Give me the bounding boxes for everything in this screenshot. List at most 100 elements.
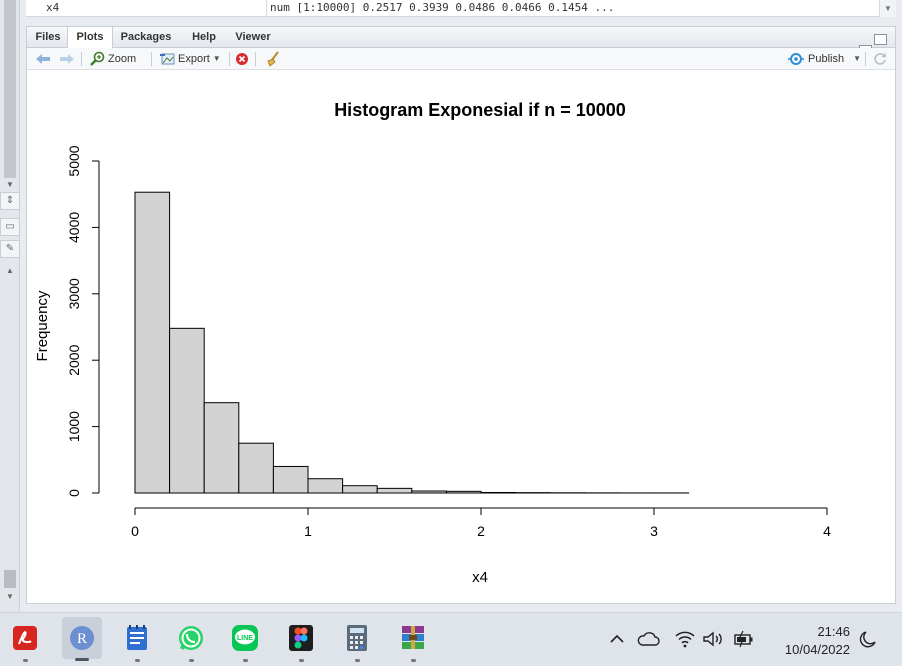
taskbar-app-calculator[interactable] bbox=[340, 621, 374, 662]
histogram-bar bbox=[307, 478, 344, 494]
y-tick-label: 1000 bbox=[66, 411, 82, 442]
export-dropdown-icon: ▼ bbox=[212, 54, 221, 63]
scroll-down-arrow-icon-lower[interactable]: ▼ bbox=[6, 592, 14, 601]
x-tick-label: 2 bbox=[477, 523, 485, 539]
figma-icon bbox=[289, 625, 313, 651]
y-tick-label: 3000 bbox=[66, 278, 82, 309]
speaker-icon bbox=[703, 631, 722, 647]
battery-charging-icon bbox=[734, 630, 753, 648]
taskbar-app-winrar[interactable] bbox=[396, 621, 430, 662]
left-pane-strip: ▼ ⇕ ▭ ✎ ▲ ▼ bbox=[0, 0, 20, 612]
y-tick-label: 2000 bbox=[66, 344, 82, 375]
clear-all-plots-button[interactable] bbox=[265, 48, 281, 70]
y-tick-label: 5000 bbox=[66, 145, 82, 176]
y-tick-label: 0 bbox=[66, 489, 82, 497]
notepad-icon bbox=[127, 625, 147, 650]
onedrive-tray[interactable] bbox=[636, 627, 660, 651]
scroll-down-arrow-icon[interactable]: ▼ bbox=[6, 180, 14, 189]
pane-collapse-icon[interactable]: ✎ bbox=[0, 240, 20, 258]
environment-row[interactable]: x4 num [1:10000] 0.2517 0.3939 0.0486 0.… bbox=[26, 0, 896, 17]
forward-arrow-icon[interactable] bbox=[59, 48, 75, 70]
tab-plots[interactable]: Plots bbox=[67, 27, 113, 49]
moon-icon bbox=[859, 631, 876, 648]
refresh-plot-button[interactable] bbox=[873, 48, 887, 70]
histogram-bar bbox=[445, 490, 482, 494]
env-scroll-arrow-icon[interactable]: ▼ bbox=[879, 0, 896, 17]
export-image-icon bbox=[160, 53, 175, 65]
export-label: Export bbox=[178, 53, 210, 65]
histogram-bar bbox=[342, 485, 378, 494]
histogram-bar bbox=[134, 191, 171, 494]
taskbar-app-whatsapp[interactable] bbox=[174, 621, 208, 662]
taskbar-app-acrobat[interactable] bbox=[8, 621, 42, 662]
maximize-pane-icon[interactable] bbox=[874, 34, 887, 45]
tab-help[interactable]: Help bbox=[192, 31, 216, 43]
x-tick-label: 3 bbox=[650, 523, 658, 539]
x-tick-label: 4 bbox=[823, 523, 831, 539]
windows-taskbar: R LINE bbox=[0, 612, 902, 666]
show-hidden-icons-button[interactable] bbox=[608, 627, 626, 651]
y-axis-label: Frequency bbox=[34, 290, 51, 361]
refresh-icon bbox=[874, 53, 886, 65]
remove-plot-button[interactable] bbox=[235, 48, 249, 70]
publish-button[interactable]: Publish ▼ bbox=[787, 48, 861, 70]
export-button[interactable]: Export ▼ bbox=[159, 48, 221, 70]
wifi-icon bbox=[675, 631, 695, 648]
taskbar-app-figma[interactable] bbox=[284, 621, 318, 662]
publish-dropdown-icon: ▼ bbox=[853, 54, 861, 63]
volume-tray[interactable] bbox=[702, 627, 726, 651]
x-tick-label: 0 bbox=[131, 523, 139, 539]
histogram-bar bbox=[203, 402, 240, 494]
x-axis-label: x4 bbox=[472, 569, 488, 586]
histogram-bar bbox=[480, 491, 517, 494]
zoom-button[interactable]: Zoom bbox=[89, 48, 136, 70]
cloud-icon bbox=[637, 632, 660, 646]
pane-window-buttons bbox=[857, 32, 891, 50]
taskbar-clock[interactable]: 21:46 10/04/2022 bbox=[785, 623, 850, 659]
chart-title: Histogram Exponesial if n = 10000 bbox=[334, 100, 626, 120]
x-axis: 0 1 2 3 4 bbox=[131, 507, 831, 539]
line-icon: LINE bbox=[232, 625, 258, 651]
pane-resize-icon[interactable]: ⇕ bbox=[0, 192, 20, 210]
scrollbar-thumb-lower[interactable] bbox=[4, 570, 16, 588]
pane-restore-icon[interactable]: ▭ bbox=[0, 218, 20, 236]
pane-tabbar: Files Plots Packages Help Viewer bbox=[27, 27, 895, 50]
histogram-bar bbox=[238, 442, 274, 494]
y-axis: 0 1000 2000 3000 4000 5000 bbox=[66, 145, 100, 497]
x-tick-label: 1 bbox=[304, 523, 312, 539]
tab-viewer[interactable]: Viewer bbox=[235, 31, 271, 43]
tab-packages[interactable]: Packages bbox=[120, 31, 172, 43]
back-arrow-icon[interactable] bbox=[35, 48, 51, 70]
taskbar-app-r[interactable]: R bbox=[62, 617, 102, 661]
histogram-chart: Histogram Exponesial if n = 10000 x4 Fre… bbox=[34, 100, 831, 586]
night-light-tray[interactable] bbox=[858, 627, 878, 651]
histogram-bar bbox=[272, 465, 309, 494]
plot-canvas: Histogram Exponesial if n = 10000 x4 Fre… bbox=[27, 70, 895, 603]
histogram-bar bbox=[376, 487, 413, 494]
r-icon: R bbox=[70, 626, 94, 650]
env-variable-name: x4 bbox=[46, 1, 60, 14]
histogram-bars bbox=[134, 191, 690, 494]
tab-files[interactable]: Files bbox=[35, 31, 61, 43]
taskbar-app-notepad[interactable] bbox=[120, 621, 154, 662]
scrollbar-thumb[interactable] bbox=[4, 0, 16, 178]
publish-label: Publish bbox=[808, 53, 845, 65]
taskbar-app-line[interactable]: LINE bbox=[228, 621, 262, 662]
whatsapp-icon bbox=[179, 626, 203, 650]
publish-icon bbox=[788, 53, 804, 65]
svg-text:R: R bbox=[77, 631, 87, 647]
clock-date: 10/04/2022 bbox=[784, 642, 850, 657]
scroll-up-arrow-icon[interactable]: ▲ bbox=[6, 266, 14, 275]
remove-plot-icon bbox=[236, 53, 248, 65]
plots-toolbar: Zoom Export ▼ Publish ▼ bbox=[27, 48, 895, 70]
battery-tray[interactable] bbox=[732, 627, 756, 651]
wifi-tray[interactable] bbox=[674, 627, 696, 651]
env-variable-value: num [1:10000] 0.2517 0.3939 0.0486 0.046… bbox=[270, 1, 615, 14]
env-column-divider bbox=[266, 0, 267, 17]
clock-time: 21:46 bbox=[817, 624, 850, 639]
y-tick-label: 4000 bbox=[66, 212, 82, 243]
svg-text:LINE: LINE bbox=[237, 635, 253, 642]
acrobat-icon bbox=[13, 626, 37, 650]
calculator-icon bbox=[347, 625, 367, 651]
